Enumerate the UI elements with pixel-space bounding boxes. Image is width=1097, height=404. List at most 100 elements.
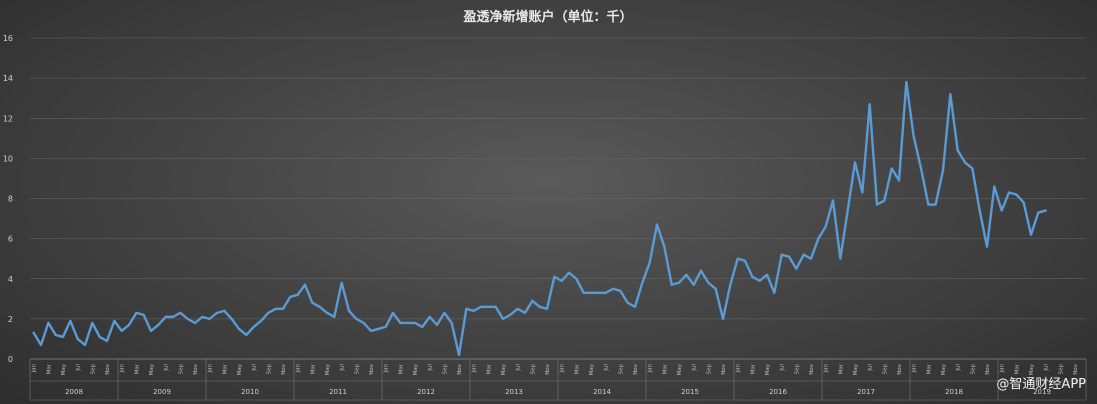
- x-month-tick-label: Sep: [970, 364, 976, 375]
- x-year-label: 2014: [593, 388, 611, 396]
- x-month-tick-label: Jan: [472, 363, 478, 373]
- x-month-tick-label: Sep: [618, 364, 624, 375]
- x-month-tick-label: Jul: [340, 364, 346, 372]
- x-month-tick-label: Sep: [266, 364, 272, 375]
- x-month-tick-label: Sep: [882, 364, 888, 375]
- x-month-tick-label: Jul: [164, 364, 170, 372]
- x-month-tick-label: May: [149, 363, 155, 375]
- x-month-tick-label: Jan: [384, 363, 390, 373]
- x-month-tick-label: Nov: [281, 363, 287, 374]
- x-month-tick-label: Mar: [662, 363, 668, 374]
- x-month-tick-label: Sep: [442, 364, 448, 375]
- x-month-tick-label: Sep: [706, 364, 712, 375]
- x-month-tick-label: Jan: [824, 363, 830, 373]
- x-month-tick-label: May: [325, 363, 331, 375]
- x-month-tick-label: Nov: [457, 363, 463, 374]
- chart-title: 盈透净新增账户（单位：千）: [462, 9, 632, 25]
- x-month-tick-label: Mar: [222, 363, 228, 374]
- x-year-label: 2009: [153, 388, 171, 396]
- x-month-tick-label: Sep: [794, 364, 800, 375]
- y-axis-ticks: 0 2 4 6 8 10 12 14 16: [3, 34, 13, 364]
- x-month-tick-label: Jul: [868, 364, 874, 372]
- x-month-tick-label: Nov: [809, 363, 815, 374]
- x-month-tick-label: Nov: [985, 363, 991, 374]
- x-month-tick-label: Sep: [354, 364, 360, 375]
- series-line: [32, 80, 1047, 357]
- x-year-label: 2011: [329, 388, 347, 396]
- x-year-label: 2019: [1033, 388, 1051, 396]
- x-month-tick-label: Nov: [193, 363, 199, 374]
- x-month-tick-label: Mar: [574, 363, 580, 374]
- x-axis: Jan Mar May Jul Sep Nov Jan Mar May Jul Sep Nov Jan M…: [29, 359, 1087, 401]
- x-month-tick-label: May: [677, 363, 683, 375]
- x-month-tick-label: Jan: [560, 363, 566, 373]
- x-month-tick-label: May: [941, 363, 947, 375]
- x-month-tick-label: Jan: [736, 363, 742, 373]
- x-month-tick-label: Nov: [721, 363, 727, 374]
- x-year-label: 2013: [505, 388, 523, 396]
- x-month-tick-label: May: [589, 363, 595, 375]
- y-tick-label: 14: [3, 74, 13, 83]
- x-month-tick-label: Jul: [956, 364, 962, 372]
- x-month-tick-label: Nov: [1073, 363, 1079, 374]
- x-month-tick-label: Jan: [912, 363, 918, 373]
- y-tick-label: 6: [8, 235, 13, 244]
- x-month-tick-label: Mar: [1014, 363, 1020, 374]
- x-year-label: 2016: [769, 388, 787, 396]
- x-month-tick-label: Nov: [897, 363, 903, 374]
- y-tick-label: 8: [8, 195, 13, 204]
- x-month-tick-label: May: [237, 363, 243, 375]
- x-month-tick-label: Jan: [1000, 363, 1006, 373]
- y-tick-label: 2: [8, 315, 13, 324]
- x-month-tick-label: Jan: [120, 363, 126, 373]
- x-month-tick-label: Mar: [310, 363, 316, 374]
- x-month-tick-label: Mar: [398, 363, 404, 374]
- x-month-tick-label: Jan: [208, 363, 214, 373]
- x-month-tick-label: Sep: [178, 364, 184, 375]
- x-month-tick-label: Jul: [604, 364, 610, 372]
- x-month-tick-label: Jul: [76, 364, 82, 372]
- x-month-tick-label: Jul: [252, 364, 258, 372]
- x-month-tick-label: May: [853, 363, 859, 375]
- x-month-tick-label: Jul: [1044, 364, 1050, 372]
- x-month-tick-label: Sep: [530, 364, 536, 375]
- series-layer: [32, 80, 1047, 357]
- y-tick-label: 10: [3, 154, 13, 163]
- x-month-tick-label: Nov: [545, 363, 551, 374]
- x-month-tick-label: Mar: [134, 363, 140, 374]
- y-tick-label: 16: [3, 34, 13, 43]
- x-month-tick-label: Sep: [1058, 364, 1064, 375]
- x-year-label: 2018: [945, 388, 963, 396]
- x-month-tick-label: Mar: [486, 363, 492, 374]
- x-year-label: 2012: [417, 388, 435, 396]
- x-year-label: 2008: [65, 388, 83, 396]
- x-month-tick-label: Jul: [692, 364, 698, 372]
- y-tick-label: 0: [8, 355, 13, 364]
- x-month-tick-label: Jul: [516, 364, 522, 372]
- x-year-label: 2017: [857, 388, 875, 396]
- x-month-tick-label: May: [413, 363, 419, 375]
- x-month-tick-label: Jul: [780, 364, 786, 372]
- x-month-tick-label: Jan: [296, 363, 302, 373]
- x-month-tick-label: Mar: [750, 363, 756, 374]
- x-month-tick-label: Nov: [369, 363, 375, 374]
- x-year-label: 2015: [681, 388, 699, 396]
- x-month-tick-label: May: [61, 363, 67, 375]
- x-month-tick-label: Mar: [46, 363, 52, 374]
- x-month-tick-label: May: [501, 363, 507, 375]
- x-month-tick-label: Mar: [838, 363, 844, 374]
- x-month-tick-label: Nov: [105, 363, 111, 374]
- x-month-tick-label: Mar: [926, 363, 932, 374]
- x-month-tick-label: May: [1029, 363, 1035, 375]
- x-month-tick-label: Nov: [633, 363, 639, 374]
- x-month-tick-label: Jan: [32, 363, 38, 373]
- y-tick-label: 12: [3, 114, 13, 123]
- y-tick-label: 4: [8, 275, 13, 284]
- x-month-tick-label: Jan: [648, 363, 654, 373]
- x-year-label: 2010: [241, 388, 259, 396]
- x-month-tick-label: May: [765, 363, 771, 375]
- x-month-tick-label: Sep: [90, 364, 96, 375]
- x-month-tick-label: Jul: [428, 364, 434, 372]
